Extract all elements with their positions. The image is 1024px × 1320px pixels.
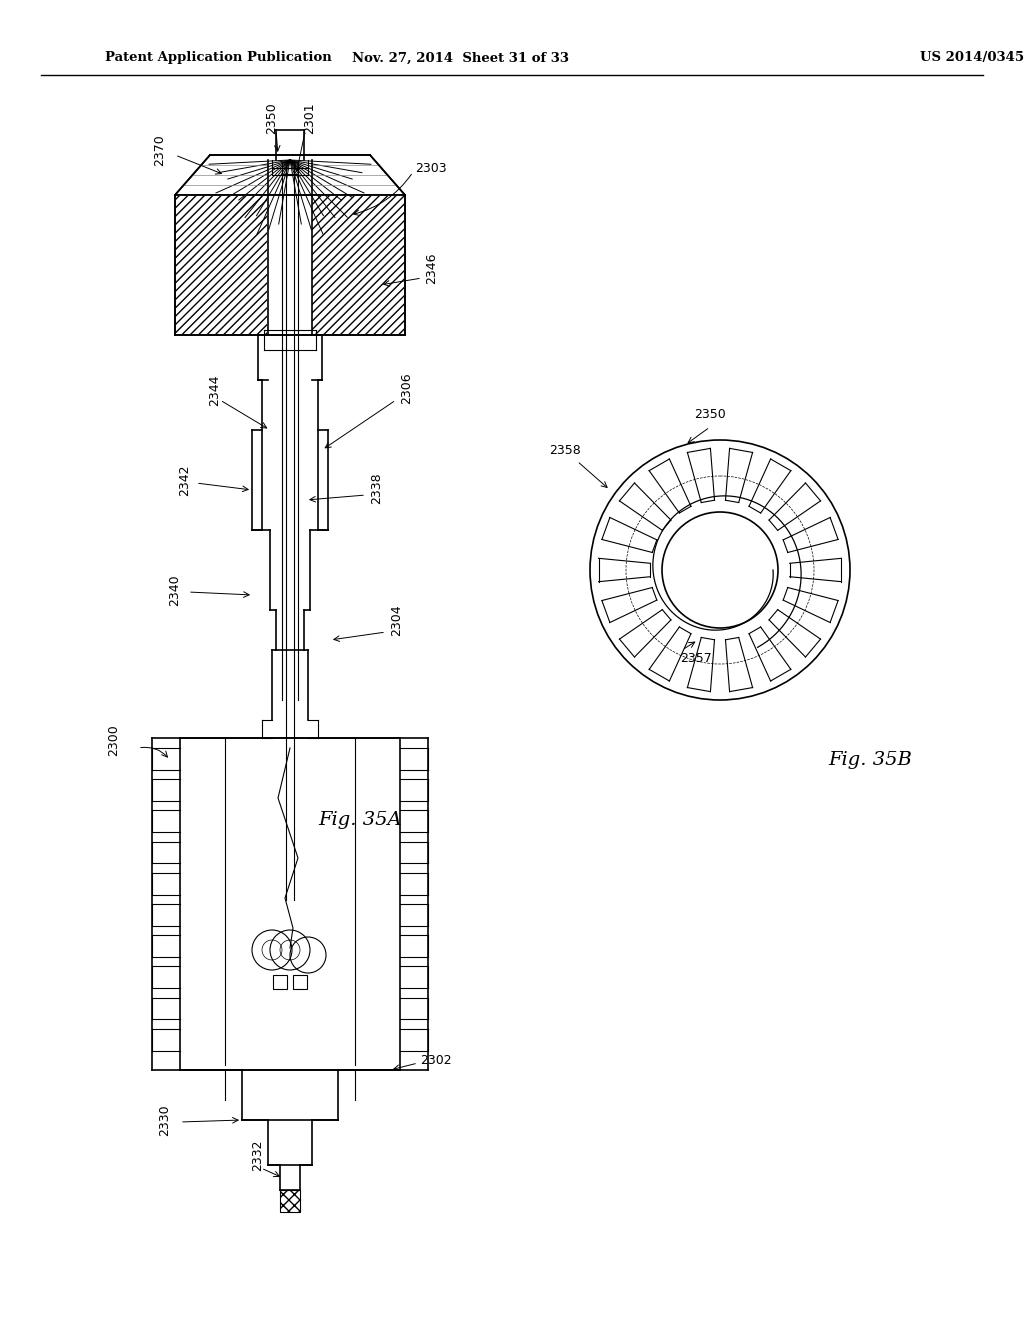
Text: 2301: 2301 (303, 102, 316, 133)
Text: 2338: 2338 (370, 473, 383, 504)
Text: Patent Application Publication: Patent Application Publication (105, 51, 332, 65)
Bar (312, 195, 404, 334)
Text: 2370: 2370 (154, 135, 167, 166)
Text: 2342: 2342 (178, 465, 191, 496)
Text: Nov. 27, 2014  Sheet 31 of 33: Nov. 27, 2014 Sheet 31 of 33 (351, 51, 568, 65)
Text: US 2014/0345563 A1: US 2014/0345563 A1 (920, 51, 1024, 65)
Text: 2332: 2332 (252, 1139, 264, 1171)
Text: 2346: 2346 (425, 252, 438, 284)
Bar (273, 975, 287, 989)
Text: 2357: 2357 (680, 652, 712, 664)
Text: 2303: 2303 (415, 161, 446, 174)
Text: 2350: 2350 (694, 408, 726, 421)
Text: 2358: 2358 (549, 444, 581, 457)
Text: Fig. 35A: Fig. 35A (318, 810, 401, 829)
Bar (176, 195, 267, 334)
Text: 2350: 2350 (265, 102, 279, 133)
Text: 2330: 2330 (159, 1105, 171, 1135)
Bar (280, 1191, 300, 1212)
Bar (293, 975, 307, 989)
Text: Fig. 35B: Fig. 35B (828, 751, 912, 770)
Text: 2302: 2302 (420, 1053, 452, 1067)
Text: 2300: 2300 (106, 725, 120, 756)
Text: 2340: 2340 (169, 574, 181, 606)
Bar (282, 162, 298, 174)
Text: 2304: 2304 (390, 605, 403, 636)
Text: 2306: 2306 (400, 372, 413, 404)
Text: 2344: 2344 (209, 375, 221, 405)
